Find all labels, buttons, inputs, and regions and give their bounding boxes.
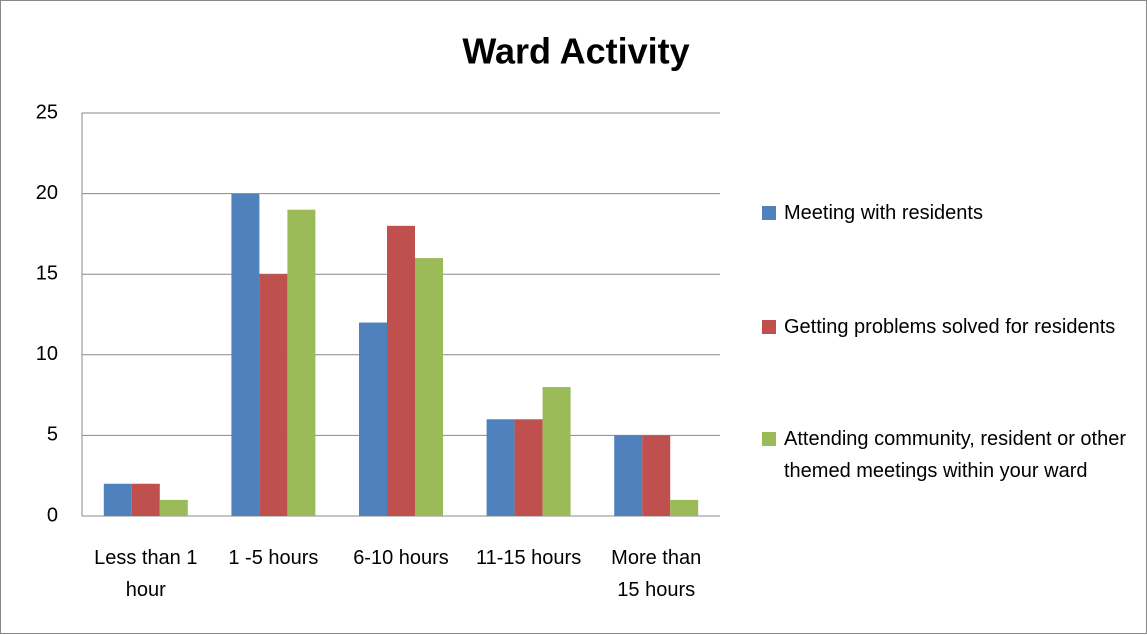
chart-title: Ward Activity bbox=[462, 31, 689, 72]
y-tick-label: 5 bbox=[47, 424, 58, 446]
y-tick-label: 25 bbox=[36, 101, 58, 123]
bar bbox=[159, 499, 188, 516]
bar bbox=[131, 483, 160, 516]
x-tick-label: 6-10 hours bbox=[353, 547, 449, 569]
legend-swatch bbox=[762, 320, 776, 334]
bar bbox=[259, 274, 288, 516]
x-tick-label: Less than 1 hour bbox=[94, 547, 198, 601]
bar bbox=[103, 483, 132, 516]
bar bbox=[542, 387, 571, 516]
y-tick-label: 0 bbox=[47, 504, 58, 526]
bar bbox=[387, 225, 415, 516]
x-tick-label: 11-15 hours bbox=[475, 547, 582, 569]
bar bbox=[287, 209, 316, 516]
legend-label: Getting problems solved for residents bbox=[784, 316, 1116, 338]
legend-swatch bbox=[762, 432, 776, 446]
bar bbox=[231, 193, 260, 516]
legend-swatch bbox=[762, 206, 776, 220]
bar bbox=[642, 435, 671, 516]
y-tick-label: 20 bbox=[36, 182, 58, 204]
legend-label: Meeting with residents bbox=[784, 202, 983, 224]
bar bbox=[614, 435, 643, 516]
x-tick-label: More than 15 hours bbox=[611, 547, 702, 601]
bar bbox=[514, 419, 543, 516]
bar bbox=[359, 322, 387, 516]
bar bbox=[415, 258, 443, 516]
legend-label: Attending community, resident or other t… bbox=[784, 428, 1127, 482]
y-tick-label: 10 bbox=[36, 343, 58, 365]
x-tick-label: 1 -5 hours bbox=[228, 547, 319, 569]
y-tick-label: 15 bbox=[36, 262, 58, 284]
bar bbox=[670, 499, 699, 516]
bar bbox=[486, 419, 515, 516]
